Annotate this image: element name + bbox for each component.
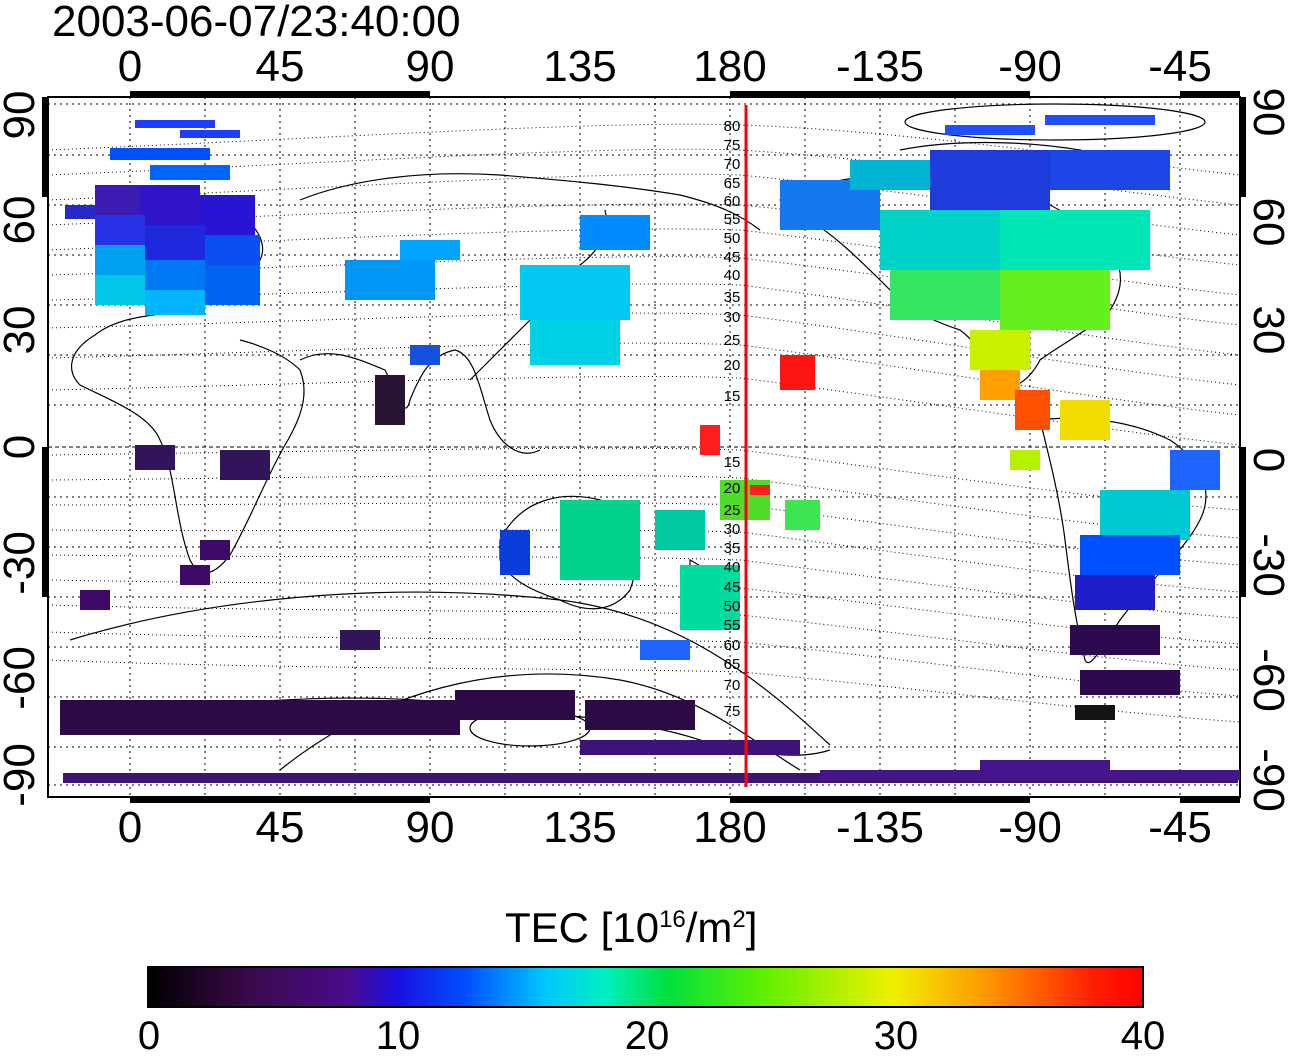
- contour-label: 60: [724, 193, 741, 210]
- contour-label: 60: [724, 637, 741, 654]
- y-tick-left: -30: [0, 531, 44, 595]
- y-tick-right: -60: [1244, 648, 1292, 712]
- y-tick-left: -60: [0, 646, 44, 710]
- y-tick-left: 60: [0, 195, 44, 245]
- x-tick-top: -45: [1148, 42, 1212, 91]
- contour-label: 25: [724, 332, 741, 349]
- x-tick-bottom: 90: [405, 803, 455, 852]
- contour-label: 40: [724, 559, 741, 576]
- magnetic-contours: [47, 123, 1241, 723]
- x-tick-top: 90: [405, 42, 455, 91]
- colorbar-tick: 10: [375, 1014, 421, 1058]
- y-tick-left: 90: [0, 90, 44, 140]
- x-tick-bottom: 180: [693, 803, 767, 852]
- y-tick-left: 30: [0, 305, 44, 355]
- x-tick-top: -90: [998, 42, 1062, 91]
- axis-edge-bars: [42, 91, 1246, 803]
- contour-label: 15: [724, 454, 741, 471]
- x-tick-bottom: -90: [998, 803, 1062, 852]
- colorbar-tick: 20: [624, 1014, 670, 1058]
- y-tick-right: 90: [1244, 87, 1292, 137]
- x-tick-top: 0: [117, 42, 143, 91]
- colorbar-tick: 40: [1120, 1014, 1166, 1058]
- x-tick-bottom: 45: [255, 803, 305, 852]
- contour-label: 45: [724, 249, 741, 266]
- plot-title: 2003-06-07/23:40:00: [52, 0, 461, 46]
- contour-label: 15: [724, 388, 741, 405]
- contour-label: 50: [724, 598, 741, 615]
- contour-label: 35: [724, 540, 741, 557]
- x-tick-bottom: -45: [1148, 803, 1212, 852]
- colorbar-tick: 0: [137, 1014, 161, 1058]
- y-tick-right: -90: [1244, 748, 1292, 812]
- y-tick-right: 30: [1244, 305, 1292, 355]
- colorbar-tick: 30: [873, 1014, 919, 1058]
- contour-label: 20: [724, 480, 741, 497]
- contour-label: 30: [724, 521, 741, 538]
- y-tick-right: -30: [1244, 533, 1292, 597]
- contour-label: 20: [724, 357, 741, 374]
- contour-label: 65: [724, 175, 741, 192]
- y-tick-left: -90: [0, 743, 44, 807]
- x-tick-top: 135: [543, 42, 617, 91]
- x-tick-bottom: 135: [543, 803, 617, 852]
- contour-label: 75: [724, 137, 741, 154]
- x-tick-top: -135: [835, 42, 925, 91]
- x-tick-bottom: 0: [117, 803, 143, 852]
- tec-data: [60, 115, 1240, 783]
- contour-label: 55: [724, 617, 741, 634]
- contour-label: 40: [724, 267, 741, 284]
- contour-label: 65: [724, 656, 741, 673]
- contour-label: 70: [724, 156, 741, 173]
- contour-label: 45: [724, 579, 741, 596]
- contour-label: 30: [724, 309, 741, 326]
- contour-label: 50: [724, 230, 741, 247]
- contour-label: 75: [724, 703, 741, 720]
- colorbar: [147, 966, 1144, 1008]
- contour-label: 80: [724, 118, 741, 135]
- contour-label-group: 80 75 70 65 60 55 50 45 40 35 30 25 20 1…: [724, 118, 741, 720]
- contour-label: 70: [724, 677, 741, 694]
- contour-label: 35: [724, 289, 741, 306]
- y-tick-right: 60: [1244, 197, 1292, 247]
- x-tick-top: 45: [255, 42, 305, 91]
- colorbar-label: TEC [1016/m2]: [505, 904, 758, 951]
- contour-label: 25: [724, 502, 741, 519]
- contour-label: 55: [724, 211, 741, 228]
- x-tick-top: 180: [693, 42, 767, 91]
- y-tick-right: 0: [1244, 447, 1292, 473]
- y-tick-left: 0: [0, 435, 44, 459]
- x-tick-bottom: -135: [835, 803, 925, 852]
